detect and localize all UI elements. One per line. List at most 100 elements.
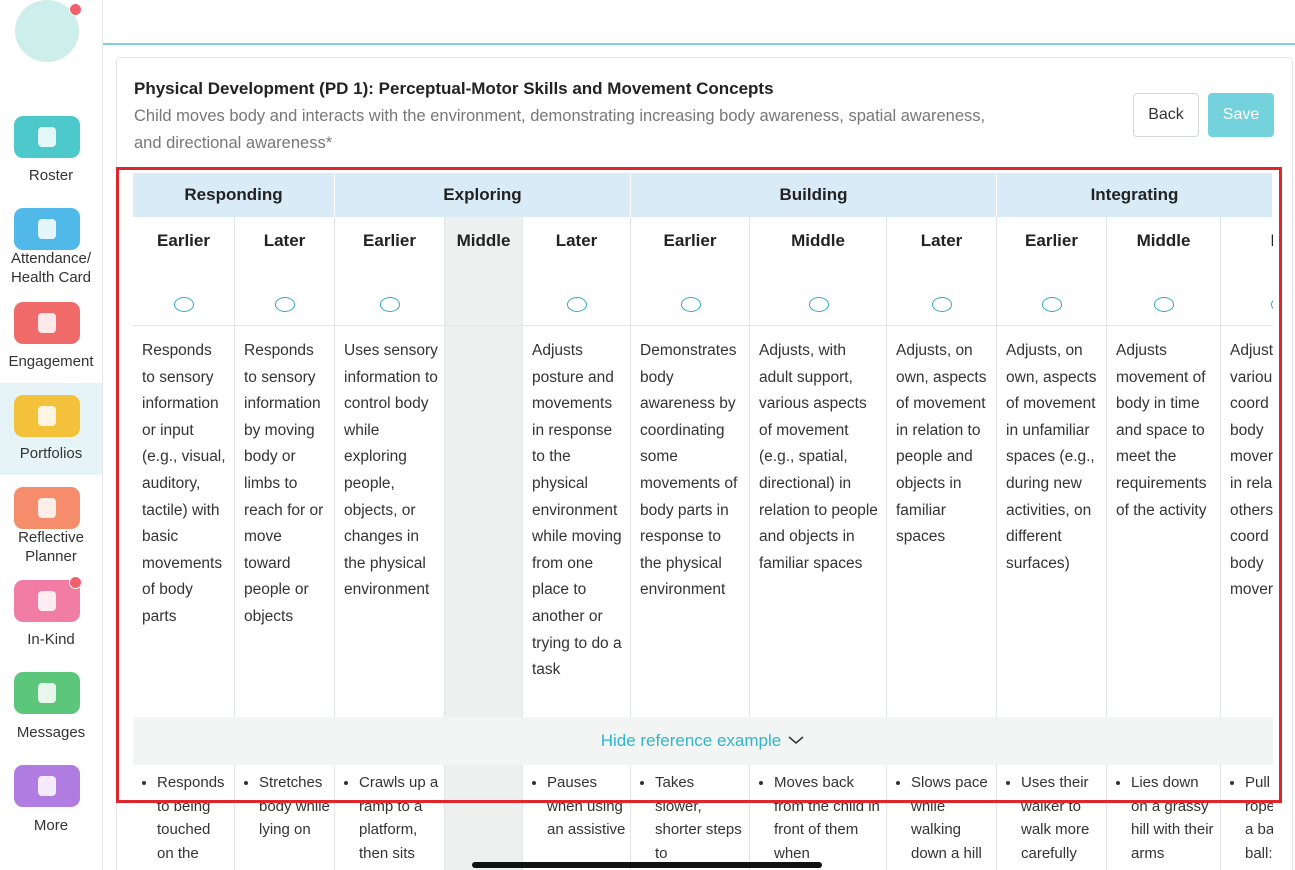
nav-icon (14, 487, 80, 529)
divider (103, 43, 1295, 45)
nav-icon (14, 302, 80, 344)
example-list: Pauses when using an assistive (529, 771, 626, 842)
level-header: Later (523, 217, 631, 325)
radio-button[interactable] (932, 297, 952, 312)
example-cell (445, 765, 523, 870)
example-cell: Pull rope a ba ball: (1221, 765, 1273, 870)
radio-button[interactable] (1154, 297, 1174, 312)
radio-button[interactable] (808, 297, 829, 312)
example-cell: Slows pace while walking down a hill (887, 765, 997, 870)
nav-icon (14, 116, 80, 158)
group-header: Responding (133, 173, 335, 217)
description-cell: Demonstrates body awareness by coordinat… (631, 325, 750, 717)
home-indicator (472, 862, 822, 868)
chevron (788, 736, 804, 744)
radio-cell (523, 217, 631, 325)
description-cell: Adjusts, with adult support, various asp… (750, 325, 887, 717)
example-list: Uses their walker to walk more carefully (1003, 771, 1102, 865)
notification-dot (69, 3, 82, 16)
level-header: Earlier (631, 217, 750, 325)
radio-button[interactable] (680, 297, 701, 312)
description-cell: Adjust variou coord body mover in rela o… (1221, 325, 1273, 717)
notification-dot (69, 576, 82, 589)
example-cell: Responds to being touched on the (133, 765, 235, 870)
radio-button[interactable] (1042, 297, 1062, 312)
description-cell: Responds to sensory information or input… (133, 325, 235, 717)
toggle-button[interactable]: Hide reference example (133, 717, 1273, 765)
group-header: Building (631, 173, 997, 217)
level-header: Middle (1107, 217, 1221, 325)
nav-icon (14, 765, 80, 807)
level-header: Later (887, 217, 997, 325)
example-cell: Lies down on a grassy hill with their ar… (1107, 765, 1221, 870)
nav-label: Engagement (8, 353, 94, 370)
radio-cell (750, 217, 887, 325)
example: Crawls up a ramp to a platform, then sit… (359, 771, 440, 865)
radio-button[interactable] (174, 297, 194, 312)
radio-cell (887, 217, 997, 325)
nav-icon (14, 672, 80, 714)
description-cell: Adjusts movement of body in time and spa… (1107, 325, 1221, 717)
level-header: Middle (750, 217, 887, 325)
title: Physical Development (PD 1): Perceptual-… (134, 79, 774, 98)
radio-cell (1221, 217, 1273, 325)
example: Lies down on a grassy hill with their ar… (1131, 771, 1216, 865)
level-header: Earlier (335, 217, 445, 325)
radio-button[interactable] (1271, 297, 1273, 312)
example-list: Takes slower, shorter steps to (637, 771, 745, 865)
description-cell: Adjusts, on own, aspects of movement in … (887, 325, 997, 717)
level-header: Earlier (133, 217, 235, 325)
description-cell: Uses sensory information to control body… (335, 325, 445, 717)
example: Uses their walker to walk more carefully (1021, 771, 1102, 865)
radio-cell (235, 217, 335, 325)
example: Takes slower, shorter steps to (655, 771, 745, 865)
description-cell: Adjusts posture and movements in respons… (523, 325, 631, 717)
back-button[interactable]: Back (1133, 93, 1199, 137)
avatar[interactable] (15, 0, 79, 62)
example-list: Stretches body while lying on (241, 771, 330, 842)
example: Moves back from the child in front of th… (774, 771, 882, 865)
example-cell: Pauses when using an assistive (523, 765, 631, 870)
example-cell: Moves back from the child in front of th… (750, 765, 887, 870)
nav-label: Attendance/ Health Card (10, 250, 92, 286)
example: Pull rope a ba ball: (1245, 771, 1273, 865)
nav-label: Messages (16, 724, 86, 741)
example-list: Crawls up a ramp to a platform, then sit… (341, 771, 440, 865)
nav-label: Roster (28, 167, 74, 184)
level-header: La (1221, 217, 1273, 325)
description-cell (445, 325, 523, 717)
radio-button[interactable] (275, 297, 295, 312)
chevron-path (788, 736, 804, 744)
nav-icon (14, 580, 80, 622)
radio-cell (133, 217, 235, 325)
example: Pauses when using an assistive (547, 771, 626, 842)
sidebar: Roster Attendance/ Health Card Engagement P… (0, 0, 103, 870)
group-header: Integrating (997, 173, 1273, 217)
example-cell: Stretches body while lying on (235, 765, 335, 870)
radio-cell (1107, 217, 1221, 325)
nav-label: Portfolios (19, 445, 83, 462)
nav-label: More (33, 817, 69, 834)
nav-icon (14, 208, 80, 250)
example-list: Moves back from the child in front of th… (756, 771, 882, 865)
radio-cell (445, 217, 523, 325)
radio-cell (631, 217, 750, 325)
radio-button[interactable] (567, 297, 587, 312)
rating-table: Earlier Responds to sensory information o… (133, 173, 1273, 870)
example: Stretches body while lying on (259, 771, 330, 842)
save-button[interactable]: Save (1208, 93, 1274, 137)
description-cell: Adjusts, on own, aspects of movement in … (997, 325, 1107, 717)
example-cell: Crawls up a ramp to a platform, then sit… (335, 765, 445, 870)
example-list: Pull rope a ba ball: (1227, 771, 1273, 865)
nav-label: In-Kind (27, 631, 75, 648)
radio-button[interactable] (380, 297, 400, 312)
example-list: Lies down on a grassy hill with their ar… (1113, 771, 1216, 865)
example: Slows pace while walking down a hill (911, 771, 992, 865)
example-cell: Uses their walker to walk more carefully (997, 765, 1107, 870)
toggle-label[interactable]: Hide reference example (600, 731, 782, 750)
nav-label: Reflective Planner (18, 529, 84, 565)
example-cell: Takes slower, shorter steps to (631, 765, 750, 870)
level-header: Earlier (997, 217, 1107, 325)
radio-cell (335, 217, 445, 325)
